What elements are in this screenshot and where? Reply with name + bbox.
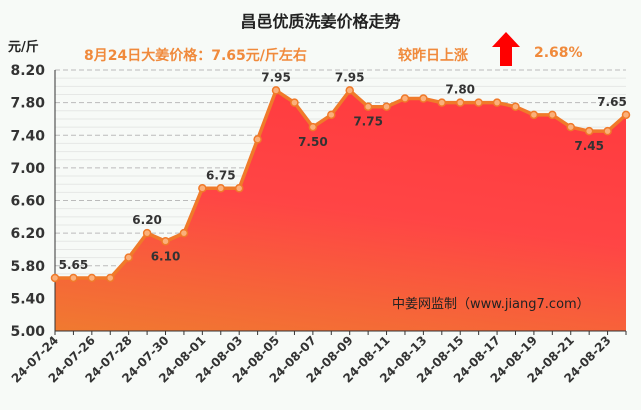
data-label: 7.80: [445, 83, 475, 97]
data-label: 7.95: [335, 70, 365, 84]
data-point: [161, 237, 170, 246]
y-tick-label: 6.60: [10, 194, 45, 210]
data-point: [437, 98, 447, 107]
data-point: [584, 126, 594, 136]
data-point: [455, 98, 465, 107]
y-tick-label: 8.20: [10, 63, 45, 79]
watermark: 中姜网监制（www.jiang7.com）: [392, 297, 590, 312]
data-point: [603, 126, 612, 136]
data-point: [566, 122, 575, 132]
data-point: [106, 273, 115, 283]
data-label: 7.50: [298, 135, 328, 149]
data-point: [492, 98, 502, 107]
data-label: 6.20: [132, 213, 162, 227]
data-point: [198, 184, 207, 193]
data-label: 6.10: [151, 249, 181, 263]
y-tick-label: 6.20: [10, 226, 45, 242]
data-point: [69, 273, 78, 283]
y-tick-label: 5.00: [10, 324, 45, 340]
data-point: [50, 273, 60, 283]
data-label: 5.65: [59, 258, 89, 272]
chart-title: 昌邑优质洗姜价格走势: [240, 12, 401, 31]
y-tick-label: 7.80: [10, 96, 45, 112]
price-note: 8月24日大姜价格：7.65元/斤左右: [84, 48, 307, 64]
data-point: [529, 110, 539, 120]
data-point: [474, 98, 483, 107]
data-point: [179, 228, 189, 238]
data-label: 7.45: [574, 139, 604, 153]
data-label: 7.75: [353, 115, 383, 129]
data-label: 6.75: [206, 168, 236, 182]
data-label: 7.95: [261, 70, 291, 84]
data-point: [419, 94, 428, 103]
up-arrow-icon: [492, 32, 520, 66]
data-point: [87, 273, 97, 283]
change-value: 2.68%: [534, 45, 583, 61]
data-label: 7.65: [597, 95, 627, 109]
data-point: [345, 86, 354, 95]
data-point: [290, 98, 299, 107]
y-tick-label: 5.40: [10, 291, 45, 307]
data-point: [382, 102, 391, 111]
data-point: [234, 184, 244, 193]
data-point: [216, 184, 226, 193]
y-tick-label: 7.00: [10, 161, 45, 177]
y-tick-label: 5.80: [10, 259, 45, 275]
data-point: [548, 110, 557, 120]
data-point: [621, 110, 631, 120]
y-axis-unit: 元/斤: [8, 40, 39, 55]
data-point: [308, 122, 318, 132]
data-point: [253, 135, 262, 144]
price-area: [55, 90, 626, 331]
y-tick-label: 7.40: [10, 128, 45, 144]
data-point: [400, 94, 410, 103]
data-point: [271, 86, 281, 95]
change-label: 较昨日上涨: [398, 48, 468, 64]
data-point: [363, 102, 373, 111]
data-point: [327, 110, 336, 120]
data-point: [511, 102, 520, 111]
data-point: [142, 228, 152, 238]
data-point: [124, 253, 133, 262]
